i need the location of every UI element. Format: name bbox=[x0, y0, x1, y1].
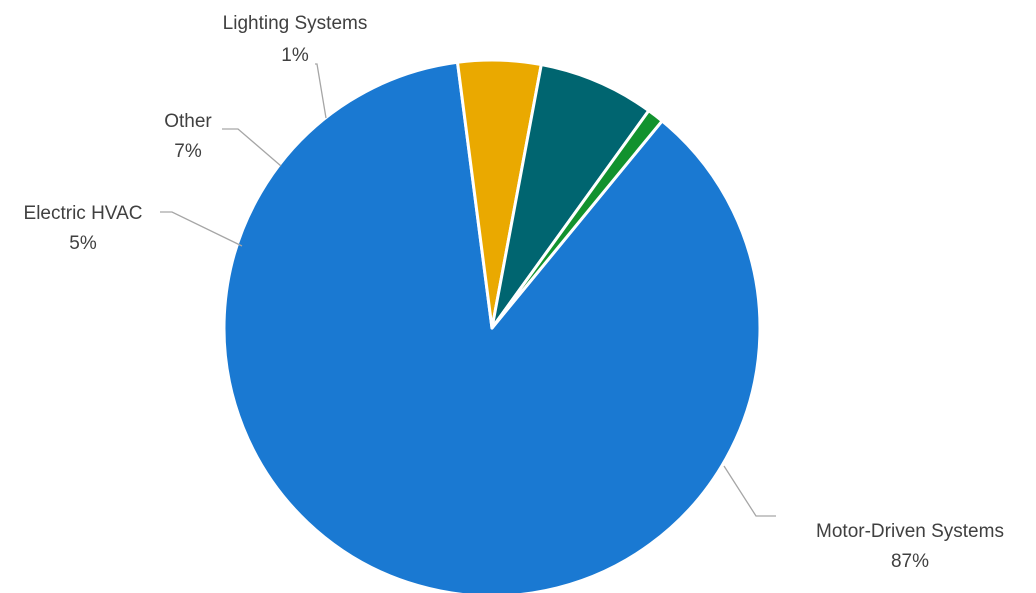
leader-lines bbox=[160, 63, 776, 517]
slice-percent-label: 7% bbox=[174, 141, 202, 162]
leader-line bbox=[723, 465, 776, 517]
slice-category-label: Electric HVAC bbox=[24, 203, 143, 224]
slice-percent-label: 87% bbox=[891, 551, 929, 572]
slice-label: Motor-Driven Systems 87% bbox=[816, 521, 1004, 572]
slice-labels: Motor-Driven Systems 87% Electric HVAC 5% Ot… bbox=[24, 13, 1004, 572]
pie-slice-other bbox=[490, 63, 651, 330]
slice-category-label: Motor-Driven Systems bbox=[816, 521, 1004, 542]
pie-slice-motor-driven-systems bbox=[222, 60, 762, 593]
pie-slices bbox=[222, 58, 762, 593]
slice-label: Electric HVAC 5% bbox=[24, 203, 143, 254]
slice-label: Other 7% bbox=[164, 111, 212, 162]
leader-line bbox=[315, 63, 327, 119]
leader-line bbox=[222, 128, 282, 167]
leader-line bbox=[160, 211, 243, 247]
slice-percent-label: 5% bbox=[69, 233, 97, 254]
pie-slice-lighting-systems bbox=[490, 109, 664, 330]
slice-category-label: Lighting Systems bbox=[223, 13, 368, 34]
slice-percent-label: 1% bbox=[281, 45, 309, 66]
slice-label: Lighting Systems 1% bbox=[223, 13, 368, 66]
slice-category-label: Other bbox=[164, 111, 212, 132]
